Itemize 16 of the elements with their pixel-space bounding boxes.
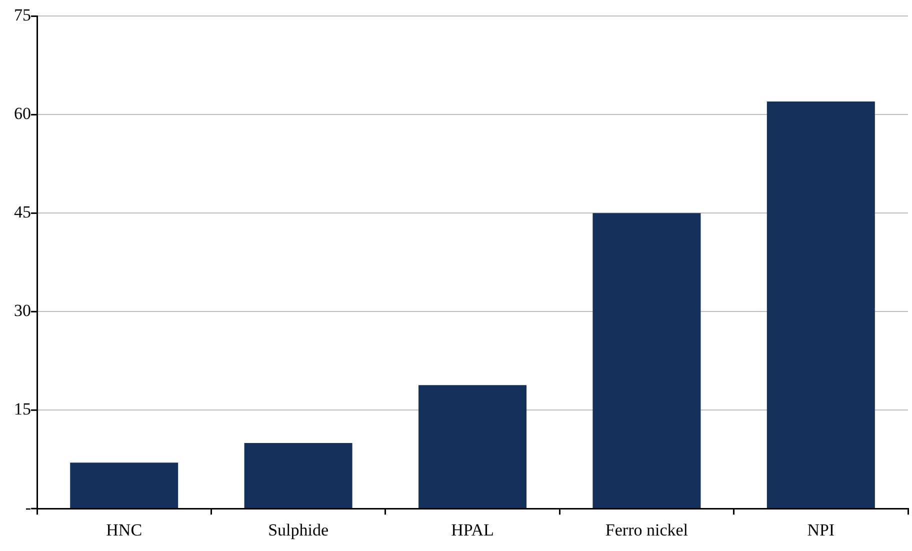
x-tick-label: HPAL [451, 520, 494, 540]
y-tick-label: 15 [14, 400, 31, 419]
bar [244, 442, 352, 508]
bar [766, 102, 875, 508]
y-tick-label: - [25, 498, 32, 518]
y-tick-label: 60 [14, 104, 31, 124]
x-tick-label: Ferro nickel [605, 520, 688, 540]
y-tick-label: 30 [14, 301, 31, 320]
x-tick-label: HNC [106, 520, 142, 540]
x-tick-label: NPI [807, 520, 835, 540]
x-tick-label: Sulphide [268, 520, 329, 540]
bar [592, 213, 701, 508]
bar [418, 385, 526, 508]
y-tick-label: 75 [14, 6, 31, 25]
bar [70, 462, 178, 508]
y-tick-label: 45 [14, 202, 31, 222]
